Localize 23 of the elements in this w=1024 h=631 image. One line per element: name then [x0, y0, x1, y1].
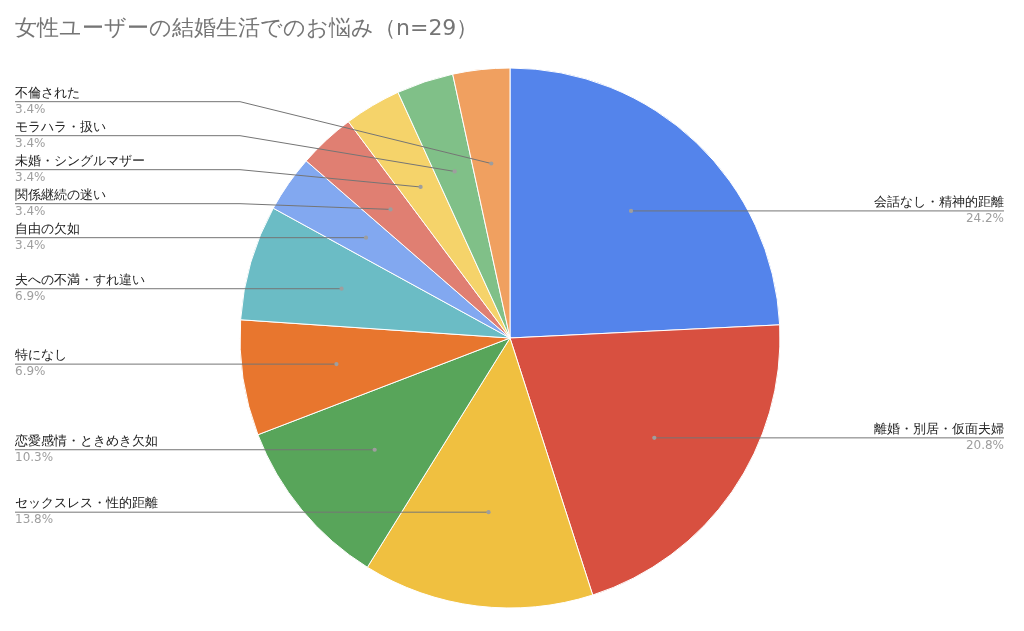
slice-label: モラハラ・扱い — [15, 118, 106, 134]
slice-label: 離婚・別居・仮面夫婦 — [874, 420, 1004, 436]
slice-label: 会話なし・精神的距離 — [874, 193, 1004, 209]
data-label: 3.4% — [15, 135, 46, 150]
slice-label: 特になし — [15, 347, 67, 363]
data-label: 3.4% — [15, 237, 46, 252]
data-label: 10.3% — [15, 449, 54, 464]
data-label: 24.2% — [965, 210, 1004, 225]
slice-label: 不倫された — [15, 84, 80, 100]
slice-label: セックスレス・性的距離 — [15, 495, 158, 511]
slice-label: 未婚・シングルマザー — [15, 152, 145, 168]
slice-label: 恋愛感情・ときめき欠如 — [14, 432, 158, 448]
data-label: 6.9% — [15, 288, 46, 303]
data-label: 3.4% — [15, 169, 46, 184]
slice-label: 自由の欠如 — [15, 220, 80, 236]
slice-label: 夫への不満・すれ違い — [15, 271, 145, 287]
data-label: 3.4% — [15, 101, 46, 116]
data-label: 6.9% — [15, 364, 46, 379]
chart-title: 女性ユーザーの結婚生活でのお悩み（n=29） — [15, 15, 479, 40]
slice-label: 関係継続の迷い — [15, 186, 106, 202]
data-label: 13.8% — [15, 512, 54, 527]
data-label: 3.4% — [15, 203, 46, 218]
data-label: 20.8% — [965, 437, 1004, 452]
